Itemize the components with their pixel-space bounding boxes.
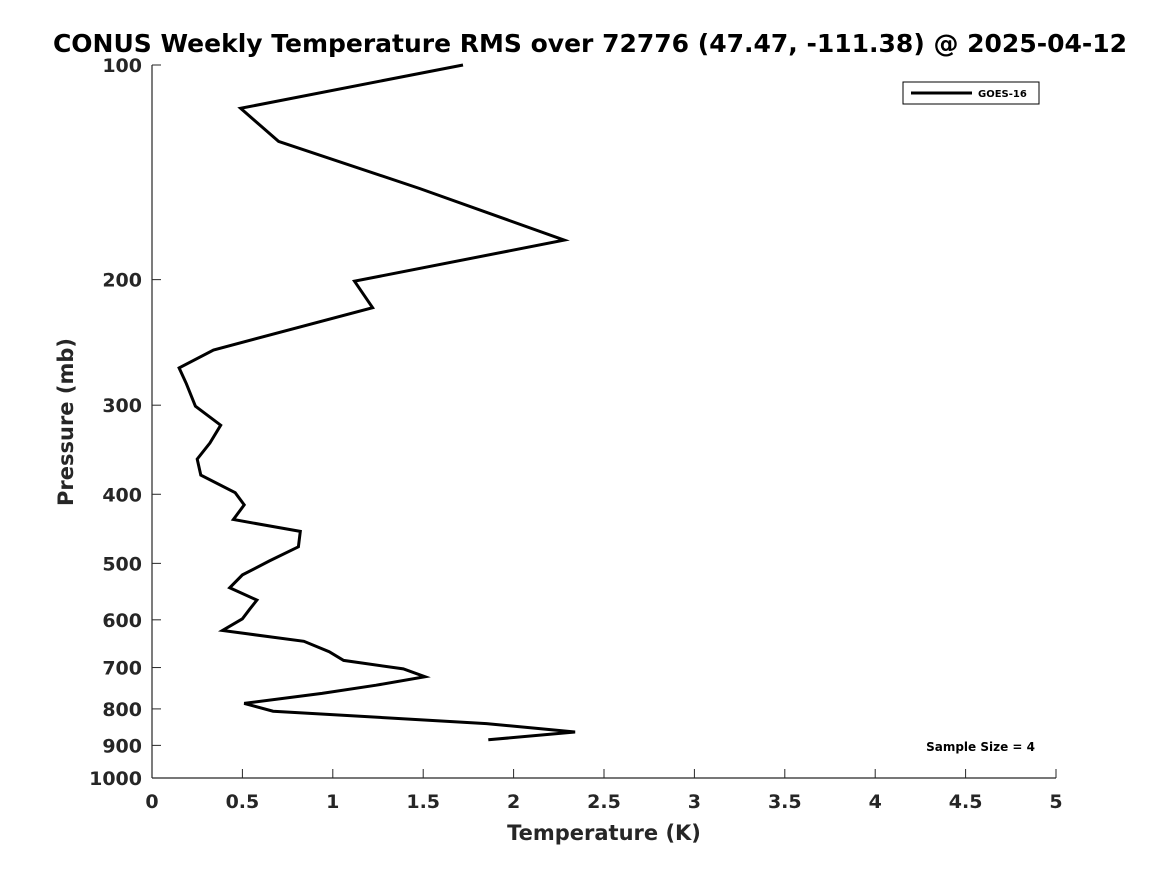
legend: GOES-16 (902, 81, 1040, 105)
x-tick-label: 4.5 (949, 791, 983, 813)
x-tick-label: 4 (869, 791, 882, 813)
y-tick-label: 800 (102, 699, 142, 721)
y-axis-label: Pressure (mb) (54, 338, 78, 506)
x-tick-label: 2 (507, 791, 520, 813)
y-tick-label: 900 (102, 735, 142, 757)
y-tick-label: 700 (102, 658, 142, 680)
x-axis-label: Temperature (K) (507, 821, 701, 845)
y-tick-label: 400 (102, 484, 142, 506)
y-tick-label: 600 (102, 610, 142, 632)
x-tick-label: 2.5 (587, 791, 621, 813)
x-tick-label: 3.5 (768, 791, 802, 813)
y-ticks: 100 200 300 400 500 600 700 800 900 1000 (89, 55, 161, 790)
x-tick-label: 1.5 (406, 791, 440, 813)
y-tick-label: 100 (102, 55, 142, 77)
x-tick-label: 3 (688, 791, 701, 813)
x-tick-label: 1 (326, 791, 339, 813)
y-tick-label: 500 (102, 553, 142, 575)
y-tick-label: 200 (102, 270, 142, 292)
axes (151, 65, 1056, 779)
x-tick-label: 0.5 (226, 791, 260, 813)
series-line-goes-16 (177, 63, 576, 742)
sample-size-annotation: Sample Size = 4 (926, 740, 1035, 754)
x-tick-label: 5 (1049, 791, 1062, 813)
chart-title: CONUS Weekly Temperature RMS over 72776 … (53, 29, 1127, 58)
y-tick-label: 300 (102, 395, 142, 417)
x-ticks: 0 0.5 1 1.5 2 2.5 3 3.5 4 4.5 5 (145, 769, 1063, 813)
x-tick-label: 0 (145, 791, 158, 813)
legend-label: GOES-16 (978, 89, 1027, 100)
y-tick-label: 1000 (89, 768, 142, 790)
